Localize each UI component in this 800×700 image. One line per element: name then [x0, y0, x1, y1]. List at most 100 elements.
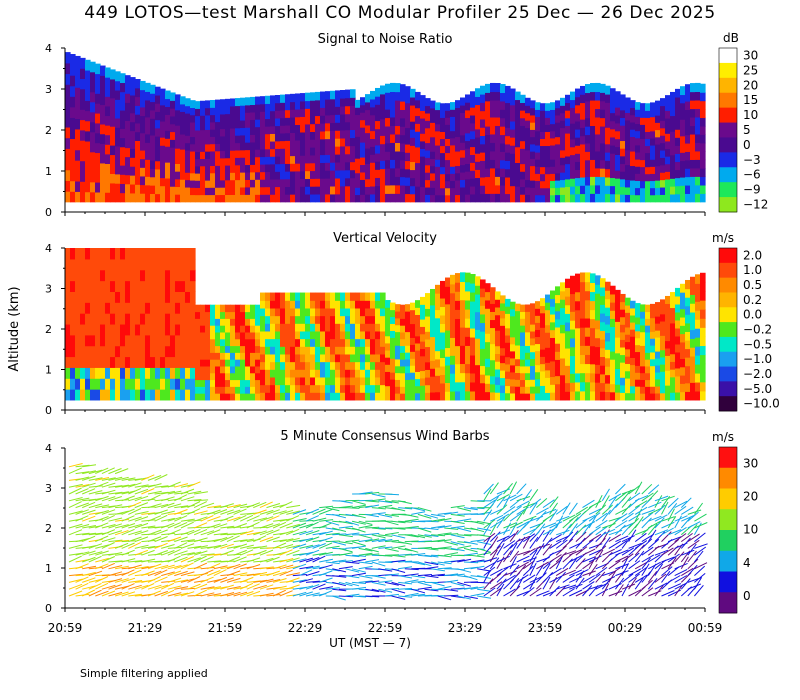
data-cell [210, 386, 216, 394]
wind-barb [391, 527, 406, 530]
data-cell [325, 130, 331, 140]
data-cell [435, 350, 441, 360]
data-cell [355, 361, 361, 370]
data-cell [100, 172, 106, 183]
data-cell [560, 112, 566, 121]
wind-barb [75, 532, 90, 536]
data-cell [670, 307, 676, 316]
data-cell [100, 114, 106, 125]
wind-barb [266, 570, 280, 577]
data-cell [185, 172, 191, 181]
data-cell [465, 299, 471, 310]
data-cell [135, 157, 141, 168]
data-cell [330, 90, 336, 100]
data-cell [150, 134, 156, 144]
data-cell [250, 379, 256, 387]
data-cell [295, 101, 301, 110]
data-cell [170, 345, 176, 358]
data-cell [80, 57, 86, 69]
wind-barb [562, 550, 577, 556]
data-cell [160, 129, 166, 138]
data-cell [170, 302, 176, 314]
data-cell [245, 352, 251, 360]
data-cell [65, 94, 71, 107]
data-cell [205, 136, 211, 145]
data-cell [700, 290, 706, 301]
data-cell [210, 114, 216, 123]
data-cell [515, 379, 521, 387]
y-tick-label: 2 [45, 124, 52, 137]
data-cell [675, 327, 681, 337]
wind-barb [141, 488, 155, 495]
data-cell [615, 289, 621, 299]
data-cell [520, 379, 526, 387]
data-cell [85, 171, 91, 183]
data-cell [580, 152, 586, 161]
wind-barb [187, 490, 202, 495]
data-cell [520, 304, 526, 313]
data-cell [225, 325, 231, 333]
data-cell [95, 122, 101, 134]
data-cell [460, 186, 466, 195]
data-cell [170, 334, 176, 347]
data-cell [265, 376, 271, 386]
data-cell [435, 180, 441, 189]
data-cell [175, 171, 181, 180]
data-cell [100, 248, 106, 260]
data-cell [170, 123, 176, 133]
data-cell [480, 185, 486, 195]
wind-barb [529, 562, 537, 576]
data-cell [190, 323, 196, 336]
data-cell [285, 117, 291, 126]
data-cell [525, 194, 531, 203]
data-cell [540, 312, 546, 321]
data-cell [615, 193, 621, 203]
data-cell [95, 258, 101, 271]
wind-barb [266, 536, 280, 543]
data-cell [255, 171, 261, 180]
data-cell [305, 123, 311, 133]
data-cell [610, 96, 616, 106]
data-cell [245, 304, 251, 313]
data-cell [175, 334, 181, 347]
data-cell [655, 392, 661, 401]
data-cell [555, 194, 561, 203]
data-cell [625, 194, 631, 203]
wind-barb [536, 590, 550, 597]
data-cell [150, 151, 156, 161]
wind-barb [595, 512, 608, 522]
data-cell [80, 109, 86, 121]
data-cell [585, 272, 591, 283]
data-cell [205, 172, 211, 181]
data-cell [290, 330, 296, 340]
wind-barb [332, 595, 346, 601]
data-cell [550, 152, 556, 160]
data-cell [150, 280, 156, 292]
data-cell [570, 320, 576, 330]
data-cell [280, 292, 286, 301]
data-cell [685, 288, 691, 298]
data-cell [630, 100, 636, 108]
data-cell [495, 345, 501, 354]
wind-barb [240, 549, 254, 556]
data-cell [535, 180, 541, 189]
data-cell [660, 371, 666, 379]
data-cell [365, 178, 371, 187]
data-cell [590, 309, 596, 320]
data-cell [295, 376, 301, 386]
data-cell [505, 363, 511, 372]
data-cell [185, 367, 191, 379]
wind-barb [266, 556, 280, 563]
wind-barb [588, 507, 602, 515]
data-cell [590, 390, 596, 401]
wind-barb [207, 560, 222, 563]
wind-barb [529, 502, 538, 515]
wind-barb [82, 515, 96, 522]
wind-barb [193, 589, 208, 597]
data-cell [250, 352, 256, 360]
data-cell [680, 341, 686, 351]
data-cell [495, 322, 501, 331]
data-cell [75, 389, 81, 401]
data-cell [545, 110, 551, 118]
data-cell [180, 103, 186, 112]
